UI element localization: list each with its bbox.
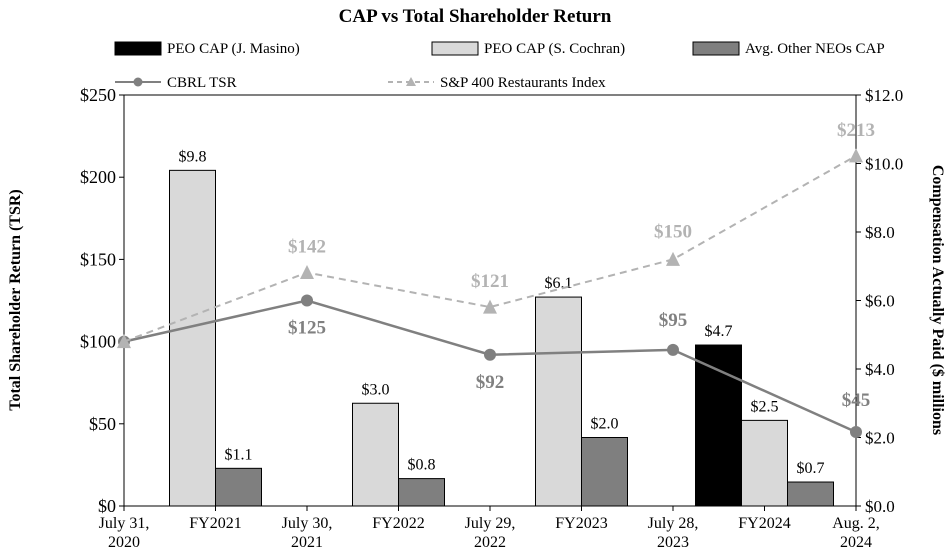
y2-tick-label: $4.0: [865, 360, 895, 379]
y2-axis-label: Compensation Actually Paid ($ millions: [929, 165, 946, 435]
x-tick-label: Aug. 2, 2024: [832, 515, 880, 551]
line-data-label: $95: [659, 310, 688, 331]
y-axis-label: Total Shareholder Return (TSR): [7, 189, 24, 411]
line-point: [850, 426, 862, 439]
bars: $9.8 $1.1 $3.0 $0.8 $6.1 $2.0 $4.7 $2.5 $0.7: [169, 148, 834, 507]
line-data-label: $213: [837, 120, 875, 141]
bar: [535, 296, 582, 507]
line-point: [301, 294, 313, 307]
bar-data-label: $9.8: [179, 148, 207, 165]
y2-tick-label: $6.0: [865, 292, 895, 311]
line-data-label: $45: [842, 390, 871, 411]
bar: [581, 437, 628, 507]
legend-label: PEO CAP (J. Masino): [167, 41, 300, 57]
lines: $125 $92 $95 $45 $142 $121 $150 $213: [117, 120, 875, 439]
line-point: [849, 148, 863, 163]
x-tick-label: FY2022: [372, 515, 424, 532]
y-tick-label: $100: [80, 332, 116, 352]
bar: [695, 344, 742, 507]
line-point: [667, 343, 679, 356]
legend-label: Avg. Other NEOs CAP: [745, 41, 885, 57]
line-point: [484, 348, 496, 361]
series-line: [123, 154, 857, 343]
legend-swatch: [431, 41, 479, 56]
bar: [741, 419, 788, 507]
legend-label: PEO CAP (S. Cochran): [484, 41, 625, 57]
y-tick-label: $250: [80, 85, 116, 105]
line-data-label: $142: [288, 237, 326, 258]
bar: [787, 481, 834, 507]
series-line: [123, 299, 857, 434]
bar: [215, 467, 262, 507]
y-axis-left: $0 $50 $100 $150 $200 $250: [80, 85, 124, 516]
bar-data-label: $0.8: [408, 457, 436, 474]
bar: [398, 478, 445, 507]
bar: [352, 402, 399, 507]
bar-data-label: $2.5: [751, 398, 779, 415]
bar-data-label: $2.0: [591, 416, 619, 433]
x-tick-label: July 31, 2020: [99, 515, 150, 551]
legend-marker: [133, 77, 143, 87]
legend: PEO CAP (J. Masino) PEO CAP (S. Cochran) A…: [114, 41, 885, 91]
x-axis: July 31, 2020 FY2021 July 30, 2021 FY2022 July…: [99, 506, 880, 551]
legend-swatch: [114, 41, 162, 56]
y-tick-label: $200: [80, 167, 116, 187]
line-point: [300, 265, 314, 280]
legend-swatch: [692, 41, 740, 56]
y2-tick-label: $10.0: [865, 155, 903, 174]
y-tick-label: $150: [80, 249, 116, 269]
y2-tick-label: $0.0: [865, 497, 895, 516]
y-tick-label: $50: [89, 414, 116, 434]
y2-tick-label: $8.0: [865, 223, 895, 242]
line-data-label: $125: [288, 318, 326, 339]
x-tick-label: FY2024: [738, 515, 790, 532]
bar: [169, 169, 216, 507]
line-data-label: $150: [654, 221, 692, 242]
bar-data-label: $0.7: [797, 460, 825, 477]
x-tick-label: FY2023: [555, 515, 607, 532]
legend-label: S&P 400 Restaurants Index: [440, 75, 606, 91]
bar-data-label: $3.0: [362, 381, 390, 398]
chart-title: CAP vs Total Shareholder Return: [339, 6, 612, 27]
line-data-label: $92: [476, 372, 505, 393]
legend-label: CBRL TSR: [167, 75, 237, 91]
line-data-label: $121: [471, 271, 509, 292]
bar-data-label: $4.7: [705, 323, 733, 340]
x-tick-label: FY2021: [189, 515, 241, 532]
x-tick-label: July 30, 2021: [282, 515, 333, 551]
line-point: [666, 251, 680, 266]
bar-data-label: $6.1: [545, 275, 573, 292]
bar-data-label: $1.1: [225, 446, 253, 463]
y2-tick-label: $2.0: [865, 429, 895, 448]
y-tick-label: $0: [98, 496, 116, 516]
x-tick-label: July 28, 2023: [648, 515, 699, 551]
y-axis-right: $0.0 $2.0 $4.0 $6.0 $8.0 $10.0 $12.0: [856, 86, 903, 516]
line-point: [483, 299, 497, 314]
y2-tick-label: $12.0: [865, 86, 903, 105]
line-point: [117, 334, 131, 349]
legend-marker: [406, 77, 416, 86]
x-tick-label: July 29, 2022: [465, 515, 516, 551]
